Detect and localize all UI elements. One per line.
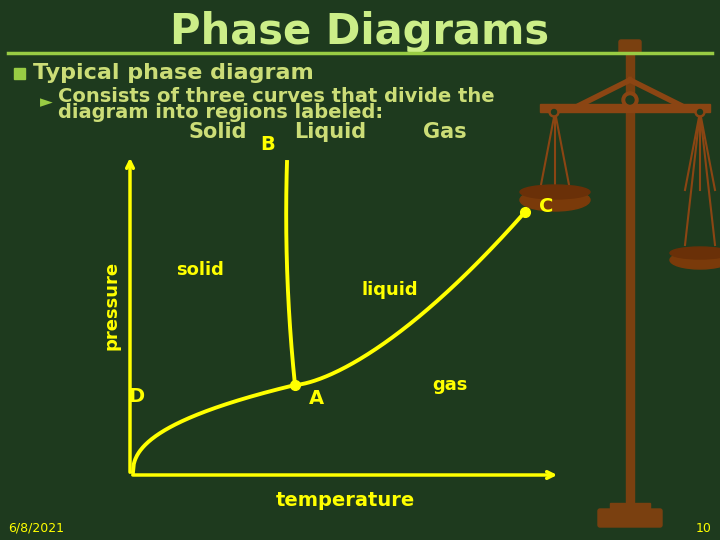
Circle shape xyxy=(695,107,705,117)
FancyBboxPatch shape xyxy=(598,509,662,527)
Circle shape xyxy=(552,110,557,114)
Text: diagram into regions labeled:: diagram into regions labeled: xyxy=(58,103,383,122)
Bar xyxy=(626,50,634,510)
Text: liquid: liquid xyxy=(361,281,418,299)
Circle shape xyxy=(622,92,638,108)
Text: D: D xyxy=(128,387,144,406)
Text: Phase Diagrams: Phase Diagrams xyxy=(171,11,549,53)
Ellipse shape xyxy=(520,189,590,211)
Bar xyxy=(14,68,25,79)
Text: C: C xyxy=(539,197,554,215)
Ellipse shape xyxy=(670,251,720,269)
Text: A: A xyxy=(309,389,324,408)
Ellipse shape xyxy=(670,247,720,259)
Text: Liquid: Liquid xyxy=(294,122,366,142)
Text: temperature: temperature xyxy=(275,490,415,510)
Text: Consists of three curves that divide the: Consists of three curves that divide the xyxy=(58,87,495,106)
Text: 10: 10 xyxy=(696,522,712,535)
Text: Solid: Solid xyxy=(189,122,247,142)
Text: gas: gas xyxy=(432,376,468,394)
Ellipse shape xyxy=(520,185,590,199)
Text: pressure: pressure xyxy=(103,260,121,349)
Bar xyxy=(540,104,710,112)
Bar xyxy=(610,503,650,515)
Text: 6/8/2021: 6/8/2021 xyxy=(8,522,64,535)
Circle shape xyxy=(698,110,703,114)
Text: Typical phase diagram: Typical phase diagram xyxy=(33,63,314,83)
Circle shape xyxy=(549,107,559,117)
FancyBboxPatch shape xyxy=(619,40,641,54)
Text: Gas: Gas xyxy=(423,122,467,142)
Circle shape xyxy=(626,96,634,104)
Text: ►: ► xyxy=(40,93,53,111)
Text: B: B xyxy=(260,135,275,154)
Text: solid: solid xyxy=(176,261,224,279)
